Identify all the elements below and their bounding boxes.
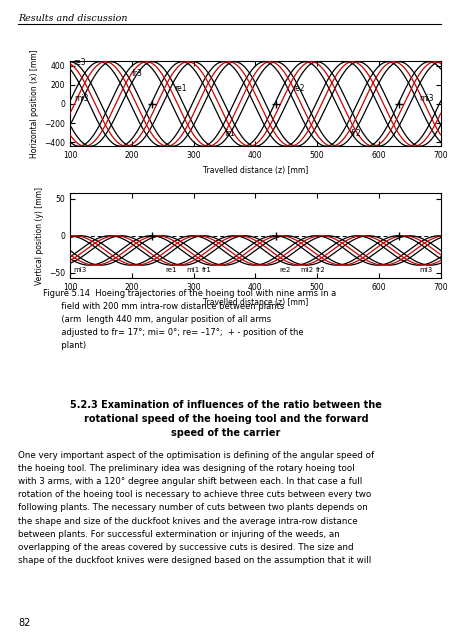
Text: mi3: mi3 <box>418 95 433 104</box>
Text: One very important aspect of the optimisation is defining of the angular speed o: One very important aspect of the optimis… <box>18 451 373 564</box>
Text: re1: re1 <box>174 84 186 93</box>
Text: Figure 5.14  Hoeing trajectories of the hoeing tool with nine arms in a
       f: Figure 5.14 Hoeing trajectories of the h… <box>43 289 336 349</box>
Text: fr1: fr1 <box>201 268 211 273</box>
X-axis label: Travelled distance (z) [mm]: Travelled distance (z) [mm] <box>202 166 307 175</box>
Text: fr2: fr2 <box>350 129 361 138</box>
Text: re2: re2 <box>292 84 304 93</box>
Text: mi3: mi3 <box>74 95 88 104</box>
Text: fr2: fr2 <box>315 268 325 273</box>
Text: fr3: fr3 <box>132 68 143 77</box>
Text: mi3: mi3 <box>418 268 431 273</box>
X-axis label: Travelled distance (z) [mm]: Travelled distance (z) [mm] <box>202 298 307 307</box>
Text: 82: 82 <box>18 618 30 628</box>
Text: re3: re3 <box>73 58 86 67</box>
Text: Results and discussion: Results and discussion <box>18 14 127 23</box>
Text: mi3: mi3 <box>74 268 87 273</box>
Text: mi1: mi1 <box>186 268 199 273</box>
Y-axis label: Vertical position (y) [mm]: Vertical position (y) [mm] <box>34 187 43 285</box>
Y-axis label: Horizontal position (x) [mm]: Horizontal position (x) [mm] <box>30 49 38 158</box>
Text: 5.2.3 Examination of influences of the ratio between the
rotational speed of the: 5.2.3 Examination of influences of the r… <box>70 400 381 438</box>
Text: re1: re1 <box>165 268 176 273</box>
Text: re2: re2 <box>279 268 290 273</box>
Text: fr1: fr1 <box>224 129 235 138</box>
Text: mi2: mi2 <box>300 268 313 273</box>
